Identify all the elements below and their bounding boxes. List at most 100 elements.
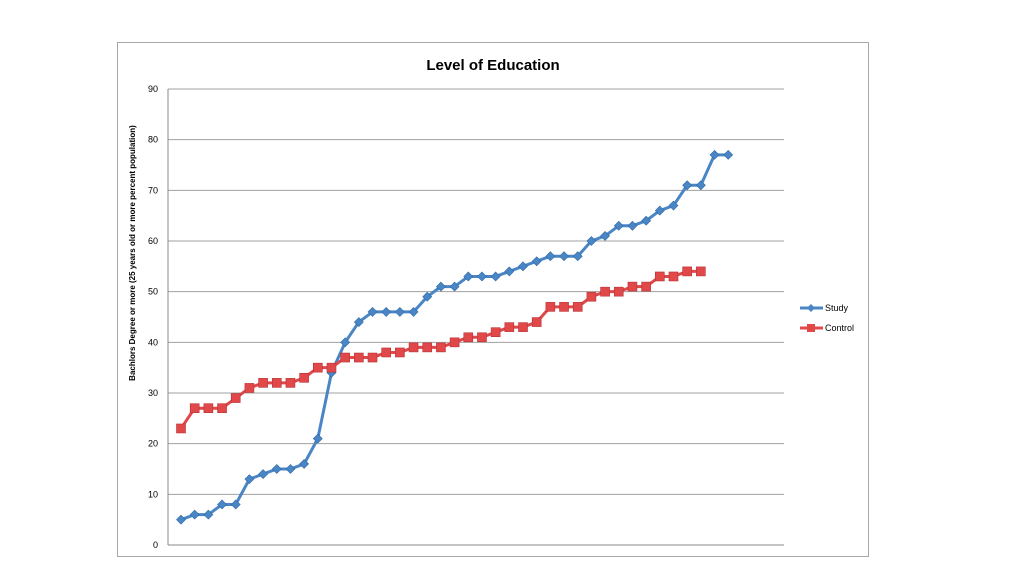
data-point [394, 307, 405, 317]
data-point [490, 327, 501, 338]
data-point [600, 231, 611, 241]
data-point [271, 464, 282, 474]
data-point [709, 149, 720, 160]
data-point [627, 220, 638, 231]
data-point [641, 215, 652, 226]
data-point [395, 347, 405, 358]
data-point [340, 337, 351, 348]
y-tick-label: 80 [148, 135, 158, 145]
data-point [559, 302, 569, 312]
data-point [463, 332, 474, 343]
legend-label: Study [825, 303, 849, 313]
data-point [353, 317, 364, 327]
data-point [682, 266, 692, 277]
data-point [176, 423, 186, 434]
data-point [613, 220, 624, 231]
data-point [244, 383, 255, 393]
data-point [545, 251, 556, 262]
data-point [654, 205, 665, 216]
data-point [696, 266, 706, 277]
gridlines [167, 88, 784, 546]
data-point [285, 464, 296, 474]
y-tick-label: 30 [148, 388, 158, 398]
data-point [435, 281, 446, 292]
data-point [258, 469, 269, 479]
series-control [176, 266, 706, 434]
legend-marker [807, 324, 815, 332]
data-point [641, 281, 651, 292]
data-point [518, 322, 528, 332]
data-point [326, 362, 337, 373]
data-point [586, 291, 597, 302]
data-point [189, 509, 200, 520]
y-tick-label: 60 [148, 236, 158, 246]
legend-item-study: Study [800, 303, 849, 313]
data-point [381, 347, 392, 358]
data-point [436, 342, 446, 353]
data-point [354, 352, 364, 363]
data-point [271, 378, 282, 388]
data-point [477, 271, 487, 282]
data-point [312, 433, 323, 444]
data-point [299, 459, 310, 469]
data-point [559, 251, 569, 262]
data-point [613, 286, 624, 297]
data-point [189, 403, 200, 414]
y-tick-label: 50 [148, 287, 158, 297]
y-tick-labels: 0 10 20 30 40 50 60 70 80 90 [148, 84, 158, 550]
data-point [723, 149, 734, 160]
series-layer [176, 149, 734, 525]
legend-label: Control [825, 323, 854, 333]
data-point [477, 332, 487, 343]
legend: Study Control [800, 303, 854, 333]
data-point [367, 307, 378, 317]
data-point [586, 236, 597, 246]
data-point [244, 474, 255, 485]
data-point [312, 362, 323, 373]
data-point [518, 261, 528, 272]
data-point [340, 352, 350, 363]
data-point [627, 281, 638, 292]
data-point [695, 180, 706, 191]
data-point [463, 271, 474, 282]
data-point [545, 302, 556, 312]
legend-marker [807, 304, 815, 312]
data-point [531, 317, 542, 327]
y-tick-label: 90 [148, 84, 158, 94]
y-tick-label: 70 [148, 185, 158, 195]
data-point [203, 509, 214, 520]
data-point [504, 266, 515, 277]
series-study [176, 149, 734, 525]
y-axis-label: Bachlors Degree or more (25 years old or… [128, 125, 137, 381]
data-point [217, 403, 227, 414]
data-point [449, 281, 460, 292]
data-point [176, 514, 186, 525]
y-tick-label: 20 [148, 439, 158, 449]
y-tick-label: 0 [153, 540, 158, 550]
data-point [572, 302, 583, 312]
chart-title: Level of Education [426, 57, 559, 74]
data-point [367, 352, 378, 363]
legend-item-control: Control [800, 323, 854, 333]
data-point [408, 307, 419, 317]
series-line-study [180, 153, 729, 522]
y-tick-label: 10 [148, 489, 158, 499]
data-point [230, 499, 241, 510]
data-point [217, 499, 227, 510]
data-point [668, 271, 679, 282]
y-tick-label: 40 [148, 337, 158, 347]
data-point [531, 256, 542, 267]
data-point [203, 403, 214, 414]
data-point [572, 251, 583, 262]
data-point [230, 393, 241, 403]
data-point [299, 372, 309, 383]
chart-frame [117, 42, 869, 557]
data-point [600, 286, 610, 297]
data-point [285, 378, 296, 388]
data-point [504, 322, 515, 332]
data-point [381, 307, 392, 317]
data-point [449, 337, 460, 348]
data-point [490, 271, 501, 282]
data-point [422, 291, 433, 302]
